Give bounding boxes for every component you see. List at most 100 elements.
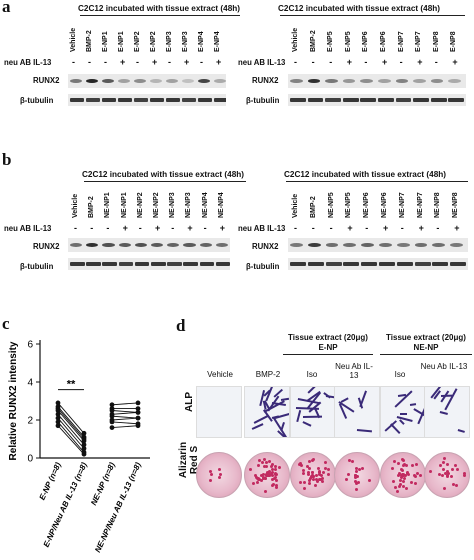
pair-line [57, 421, 85, 453]
alizarin-nodule [356, 480, 360, 484]
alizarin-nodule [255, 475, 259, 479]
panel-label-d: d [176, 316, 186, 335]
alizarin-nodule [439, 464, 443, 468]
blot-b-left-lane-label: NE-NP1 [120, 192, 128, 218]
data-point [55, 400, 61, 406]
alizarin-nodule [217, 475, 221, 479]
alizarin-nodule [395, 489, 399, 493]
alizarin-nodule [406, 470, 410, 474]
panel-d-header-left-sub: E-NP [318, 343, 338, 352]
tubulin-band [307, 262, 324, 266]
alizarin-nodule [316, 480, 320, 484]
blot-b-right-neu-mark: + [347, 223, 353, 233]
alizarin-nodule [270, 463, 274, 467]
alp-stain-fiber [302, 420, 312, 426]
blot-b-left-underline [84, 181, 246, 182]
runx2-band [290, 79, 303, 83]
alizarin-nodule [403, 477, 407, 481]
alp-stain-fiber [251, 423, 264, 430]
blot-a-left-lane-label: Vehicle [70, 27, 77, 52]
alizarin-nodule [266, 474, 270, 478]
alizarin-nodule [316, 467, 320, 471]
alizarin-nodule [273, 472, 277, 476]
blot-b-right-lane-label: NE-NP7 [416, 192, 424, 218]
alizarin-nodule [356, 474, 360, 478]
blot-a-right-neu-mark: - [294, 57, 297, 67]
alizarin-nodule [262, 477, 266, 481]
alizarin-nodule [405, 486, 408, 490]
blot-a-left-lane-label: E-NP4 [198, 31, 205, 52]
alizarin-dish [424, 452, 470, 498]
runx2-band [325, 243, 339, 247]
tubulin-band [86, 98, 101, 102]
blot-b-left-neu-mark: - [74, 223, 77, 233]
runx2-band [325, 79, 338, 83]
alizarin-nodule [410, 463, 414, 467]
alizarin-nodule [273, 464, 277, 468]
alizarin-nodule [442, 487, 446, 491]
blot-b-left-neu-mark: - [90, 223, 94, 233]
blot-a-right-neu-mark: - [434, 57, 438, 67]
blot-b-right-runx2-strip [288, 238, 468, 252]
alizarin-nodule [446, 470, 450, 474]
blot-b-neu-label-right: neu AB IL-13 [238, 224, 286, 233]
blot-a-runx2-label-right: RUNX2 [252, 76, 279, 85]
alp-micrograph [334, 386, 380, 438]
runx2-band [167, 243, 180, 247]
x-tick-label: NE-NP (n=8) [89, 461, 117, 507]
blot-a-left-lane-label: E-NP2 [150, 31, 157, 52]
blot-a-left-title: C2C12 incubated with tissue extract (48h… [78, 4, 240, 13]
alizarin-nodule [450, 468, 454, 472]
alizarin-nodule [347, 459, 351, 463]
alizarin-dish [244, 452, 290, 498]
runx2-band [198, 79, 210, 83]
panel-d-header-right: Tissue extract (20μg) [386, 333, 466, 342]
tubulin-band [167, 262, 182, 266]
blot-b-left-neu-mark: + [122, 223, 128, 233]
alizarin-nodule [261, 461, 265, 465]
alizarin-nodule [264, 476, 268, 480]
blot-a-left-lane-label: E-NP1 [118, 31, 125, 52]
pair-line [111, 410, 139, 413]
alizarin-nodule [267, 469, 271, 473]
alizarin-nodule [320, 476, 324, 480]
alizarin-nodule [392, 480, 396, 484]
alizarin-nodule [414, 474, 418, 478]
pair-line [111, 421, 139, 425]
blot-b-left-title: C2C12 incubated with tissue extract (48h… [82, 170, 244, 179]
blot-a-left-runx2-strip [68, 74, 226, 88]
blot-b-left-lane-label: NE-NP3 [169, 192, 177, 218]
tubulin-band [450, 262, 467, 266]
tubulin-band [183, 262, 198, 266]
alizarin-dish [334, 452, 380, 498]
runx2-band [432, 243, 446, 247]
data-point [55, 415, 61, 421]
alizarin-nodule [449, 475, 453, 479]
alizarin-nodule [209, 473, 213, 477]
alizarin-nodule [401, 472, 405, 476]
alizarin-nodule [323, 467, 327, 471]
runx2-band [307, 243, 321, 247]
blot-b-left-lane-label: NE-NP3 [185, 192, 193, 218]
blot-b-right-lane-label: NE-NP5 [327, 192, 335, 218]
blot-a-left-neu-mark: - [136, 57, 139, 67]
blot-b-tubulin-label-left: β-tubulin [20, 262, 54, 271]
blot-a-right-neu-mark: + [417, 57, 423, 67]
data-point [55, 408, 61, 413]
blot-a-right-lane-label: E-NP7 [415, 31, 423, 52]
tubulin-band [430, 98, 447, 102]
blot-a-left-neu-mark: - [104, 57, 107, 67]
alizarin-nodule [405, 464, 409, 468]
tubulin-band [134, 262, 150, 266]
alizarin-nodule [218, 468, 222, 472]
panel-label-c: c [2, 314, 10, 333]
tubulin-band [70, 98, 85, 102]
alizarin-nodule [391, 466, 395, 470]
blot-a-right-lane-label: E-NP8 [432, 31, 440, 52]
x-tick-label: E-NP (n=8) [38, 461, 63, 502]
blot-a-left-neu-mark: - [72, 57, 75, 67]
data-point [55, 411, 61, 417]
blot-b-right-underline [286, 181, 468, 182]
alizarin-nodule [452, 482, 456, 486]
tubulin-band [134, 98, 149, 102]
